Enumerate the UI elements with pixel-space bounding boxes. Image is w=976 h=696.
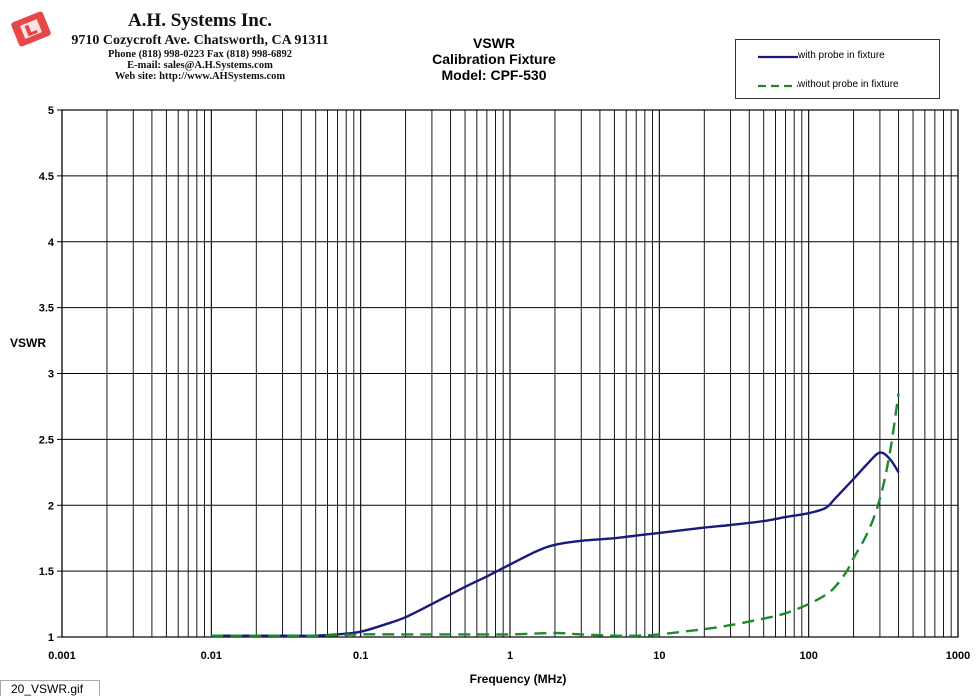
y-axis-label: VSWR xyxy=(10,336,46,350)
chart-title-block: VSWR Calibration Fixture Model: CPF-530 xyxy=(394,35,594,83)
legend-label-1: with probe in fixture xyxy=(798,50,885,61)
x-tick-label: 10 xyxy=(653,650,665,662)
x-tick-label: 100 xyxy=(799,650,817,662)
chart-subtitle-2: Model: CPF-530 xyxy=(441,67,547,83)
x-axis-label: Frequency (MHz) xyxy=(470,672,567,686)
y-tick-label: 1 xyxy=(48,632,54,644)
major-gridlines xyxy=(57,109,959,638)
legend-swatch-2 xyxy=(758,84,798,88)
plot-frame xyxy=(61,109,959,638)
legend-entry-2: without probe in fixture xyxy=(736,78,939,94)
series-line-1 xyxy=(211,451,900,637)
company-name: A.H. Systems Inc. xyxy=(127,10,273,31)
x-tick-label: 0.1 xyxy=(353,650,368,662)
series-layer xyxy=(211,393,900,638)
y-tick-label: 3.5 xyxy=(39,303,54,315)
company-address: 9710 Cozycroft Ave. Chatsworth, CA 91311 xyxy=(71,33,329,48)
legend-label-2: without probe in fixture xyxy=(798,79,899,90)
y-tick-label: 3 xyxy=(48,369,54,381)
x-tick-label: 0.01 xyxy=(201,650,222,662)
y-tick-label: 5 xyxy=(48,105,54,117)
x-tick-label: 0.001 xyxy=(48,650,76,662)
tick-labels: 1 1.5 2 2.5 3 3.5 4 4.5 5 0.001 0.01 0.1 1 10 100 1000 xyxy=(39,105,971,662)
y-tick-label: 1.5 xyxy=(39,566,54,578)
y-tick-label: 2.5 xyxy=(39,434,54,446)
legend-entry-1: with probe in fixture xyxy=(736,49,939,65)
y-tick-label: 2 xyxy=(48,500,54,512)
company-header: A.H. Systems Inc. 9710 Cozycroft Ave. Ch… xyxy=(40,10,360,82)
y-tick-label: 4.5 xyxy=(39,171,54,183)
company-logo-icon xyxy=(11,11,51,47)
company-email: E-mail: sales@A.H.Systems.com xyxy=(127,60,273,71)
file-name-tab: 20_VSWR.gif xyxy=(0,680,100,696)
chart-title: VSWR xyxy=(473,35,515,51)
series-line-2 xyxy=(211,393,900,638)
chart-legend: with probe in fixture without probe in f… xyxy=(735,39,940,99)
y-tick-label: 4 xyxy=(48,237,55,249)
x-tick-label: 1 xyxy=(507,650,513,662)
legend-swatch-1 xyxy=(758,55,798,59)
chart-subtitle-1: Calibration Fixture xyxy=(432,51,556,67)
company-website: Web site: http://www.AHSystems.com xyxy=(114,71,286,82)
company-phone: Phone (818) 998-0223 Fax (818) 998-6892 xyxy=(107,49,293,60)
x-tick-label: 1000 xyxy=(946,650,970,662)
